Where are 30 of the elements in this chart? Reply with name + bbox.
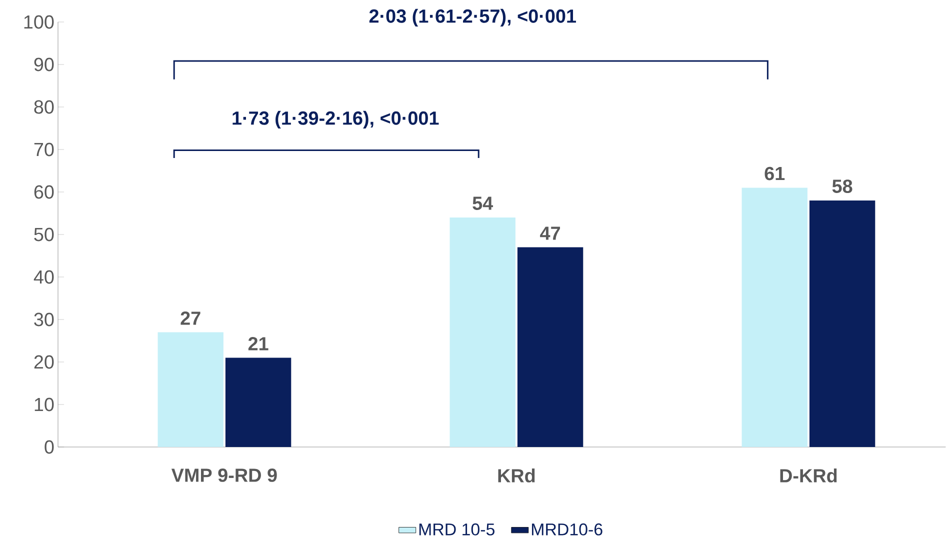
- y-tick-label: 70: [34, 142, 54, 156]
- y-tick-label: 60: [34, 185, 54, 199]
- bar: [158, 332, 224, 447]
- y-tick-label: 40: [34, 270, 54, 284]
- bar: [742, 188, 808, 447]
- data-label: 47: [540, 226, 560, 240]
- bar: [517, 247, 584, 447]
- legend-label: MRD 10-5: [419, 523, 494, 536]
- data-label: 54: [472, 196, 494, 210]
- data-label: 27: [180, 312, 200, 325]
- bar: [809, 200, 876, 447]
- y-tick-label: 50: [34, 228, 54, 242]
- y-tick-label: 10: [34, 398, 54, 412]
- data-label: 21: [248, 337, 268, 350]
- y-tick-label: 20: [34, 355, 54, 369]
- annotation: 2·03 (1·61-2·57), <0·001: [369, 8, 576, 27]
- y-tick-label: 30: [34, 312, 54, 326]
- y-tick-label: 0: [44, 440, 54, 454]
- y-tick-label: 100: [24, 15, 54, 29]
- annotation: 1·73 (1·39-2·16), <0·001: [232, 110, 439, 129]
- data-label: 61: [764, 166, 785, 180]
- x-tick-label: KRd: [498, 468, 535, 482]
- bar: [450, 217, 516, 447]
- x-tick-label: VMP 9-RD 9: [171, 468, 277, 482]
- y-tick-label: 90: [34, 58, 54, 72]
- y-tick-label: 80: [34, 100, 54, 114]
- bar: [225, 358, 292, 447]
- data-label: 58: [832, 180, 852, 193]
- x-tick-label: D-KRd: [780, 468, 837, 482]
- legend-label: MRD10-6: [532, 523, 602, 536]
